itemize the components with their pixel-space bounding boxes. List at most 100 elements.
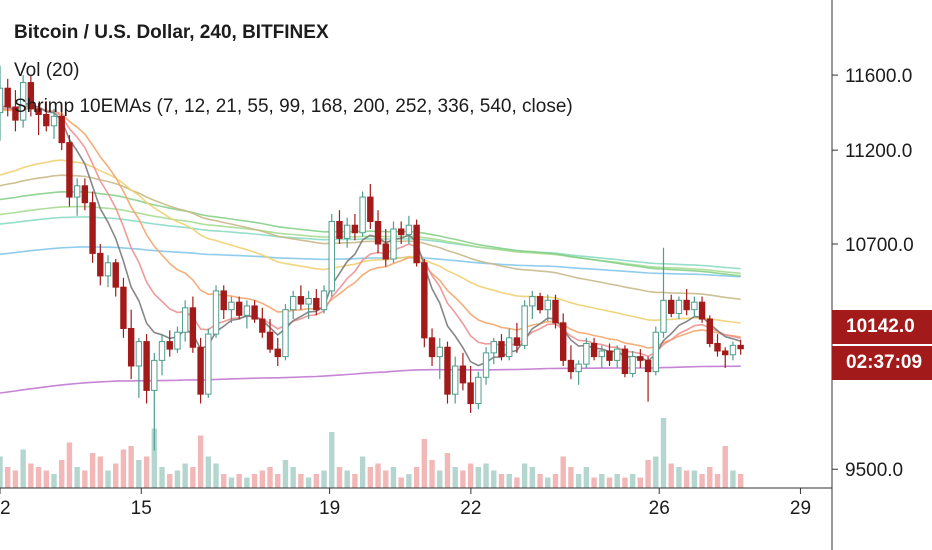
candle[interactable] bbox=[197, 337, 204, 404]
candle[interactable] bbox=[12, 90, 19, 132]
candle[interactable] bbox=[282, 304, 289, 361]
candle[interactable] bbox=[529, 290, 536, 320]
candle[interactable] bbox=[343, 217, 351, 248]
candle[interactable] bbox=[390, 221, 397, 263]
candle[interactable] bbox=[706, 315, 713, 348]
candle[interactable] bbox=[181, 300, 189, 342]
candle[interactable] bbox=[413, 219, 420, 267]
candle[interactable] bbox=[722, 347, 729, 368]
candle[interactable] bbox=[151, 352, 158, 451]
candle[interactable] bbox=[637, 349, 644, 368]
candle[interactable] bbox=[50, 108, 58, 139]
candle[interactable] bbox=[205, 328, 212, 398]
candle[interactable] bbox=[505, 328, 513, 361]
candle[interactable] bbox=[498, 334, 505, 361]
candle[interactable] bbox=[166, 330, 173, 357]
candle[interactable] bbox=[328, 213, 335, 297]
candle[interactable] bbox=[351, 213, 359, 241]
candle[interactable] bbox=[451, 356, 459, 404]
candle[interactable] bbox=[668, 294, 675, 318]
candle[interactable] bbox=[583, 337, 590, 368]
candle[interactable] bbox=[220, 285, 227, 320]
candle[interactable] bbox=[58, 103, 65, 151]
candle[interactable] bbox=[135, 337, 143, 398]
candle[interactable] bbox=[336, 210, 343, 244]
candle[interactable] bbox=[66, 135, 73, 207]
volume-indicator-label[interactable]: Vol (20) bbox=[14, 60, 80, 81]
candle[interactable] bbox=[567, 345, 575, 380]
candle[interactable] bbox=[243, 300, 251, 329]
ema-indicator-label[interactable]: Shrimp 10EMAs (7, 12, 21, 55, 99, 168, 2… bbox=[14, 96, 573, 117]
candle[interactable] bbox=[359, 191, 366, 237]
candle[interactable] bbox=[729, 341, 737, 361]
candle[interactable] bbox=[367, 183, 374, 229]
candle[interactable] bbox=[0, 65, 4, 141]
candle[interactable] bbox=[691, 296, 698, 318]
candle[interactable] bbox=[683, 289, 690, 316]
candle[interactable] bbox=[73, 178, 81, 216]
symbol-title[interactable]: Bitcoin / U.S. Dollar, 240, BITFINEX bbox=[14, 22, 329, 43]
candle[interactable] bbox=[104, 255, 112, 288]
candle[interactable] bbox=[174, 326, 181, 353]
candle[interactable] bbox=[143, 334, 150, 404]
candle[interactable] bbox=[675, 296, 683, 320]
candle[interactable] bbox=[89, 191, 96, 263]
candle[interactable] bbox=[459, 352, 467, 391]
candle[interactable] bbox=[112, 259, 119, 297]
candle[interactable] bbox=[421, 259, 428, 348]
candle[interactable] bbox=[544, 294, 551, 321]
candle[interactable] bbox=[235, 296, 243, 320]
candle[interactable] bbox=[644, 356, 652, 402]
candle[interactable] bbox=[475, 371, 482, 410]
candle[interactable] bbox=[621, 345, 629, 378]
candle[interactable] bbox=[575, 360, 582, 385]
candle[interactable] bbox=[97, 244, 104, 286]
candle[interactable] bbox=[714, 334, 721, 357]
candle[interactable] bbox=[251, 300, 258, 323]
candle[interactable] bbox=[228, 296, 235, 323]
candle[interactable] bbox=[35, 103, 42, 136]
candle[interactable] bbox=[428, 328, 436, 366]
candle[interactable] bbox=[313, 289, 320, 316]
candle[interactable] bbox=[120, 277, 127, 338]
candle[interactable] bbox=[4, 78, 11, 117]
candle[interactable] bbox=[212, 285, 220, 338]
candle[interactable] bbox=[737, 339, 744, 355]
candle[interactable] bbox=[320, 285, 328, 314]
candle[interactable] bbox=[482, 347, 490, 385]
candle[interactable] bbox=[598, 345, 605, 368]
candle[interactable] bbox=[552, 294, 559, 329]
candle[interactable] bbox=[590, 337, 598, 361]
candle[interactable] bbox=[189, 296, 197, 353]
candle[interactable] bbox=[81, 178, 89, 211]
candle[interactable] bbox=[629, 350, 636, 378]
candle[interactable] bbox=[259, 307, 266, 338]
candle[interactable] bbox=[266, 319, 274, 353]
candle[interactable] bbox=[560, 313, 567, 366]
candle[interactable] bbox=[127, 309, 135, 380]
candle[interactable] bbox=[490, 337, 497, 365]
candle[interactable] bbox=[698, 296, 706, 323]
candle[interactable] bbox=[27, 75, 35, 117]
time-axis-ticks[interactable]: 12 15 19 22 26 29 bbox=[0, 488, 811, 519]
candle[interactable] bbox=[652, 326, 659, 376]
candle[interactable] bbox=[397, 221, 405, 244]
candle[interactable] bbox=[467, 366, 474, 413]
candle[interactable] bbox=[436, 337, 443, 380]
candle[interactable] bbox=[660, 247, 667, 338]
candle[interactable] bbox=[536, 292, 544, 314]
candle[interactable] bbox=[305, 290, 312, 320]
candle[interactable] bbox=[43, 101, 50, 132]
candle[interactable] bbox=[606, 343, 613, 366]
candle[interactable] bbox=[521, 300, 528, 350]
candle[interactable] bbox=[274, 337, 281, 366]
candle[interactable] bbox=[614, 345, 621, 368]
candle[interactable] bbox=[382, 228, 389, 267]
candle[interactable] bbox=[374, 210, 382, 254]
candle[interactable] bbox=[513, 322, 521, 353]
candle[interactable] bbox=[158, 334, 166, 376]
candle[interactable] bbox=[297, 285, 305, 310]
candle[interactable] bbox=[289, 290, 297, 320]
candle[interactable] bbox=[405, 215, 413, 244]
